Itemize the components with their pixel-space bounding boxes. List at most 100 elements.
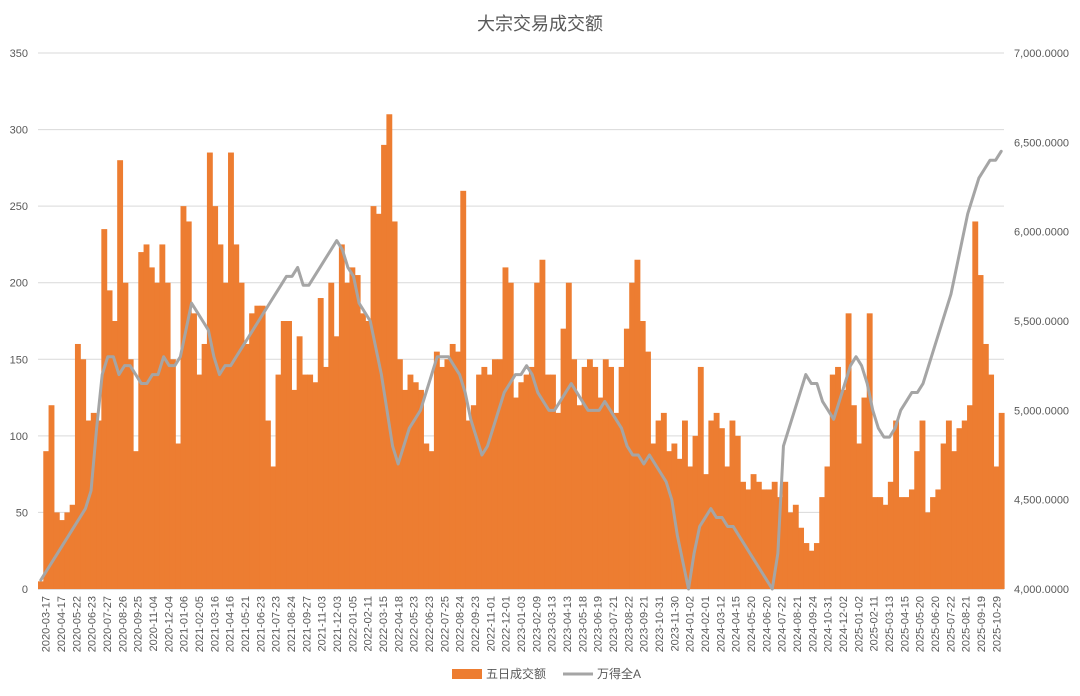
bar — [745, 489, 752, 589]
bar — [122, 282, 129, 589]
bar — [967, 405, 973, 589]
bar — [877, 497, 884, 589]
bar — [286, 321, 292, 589]
bar — [676, 458, 683, 589]
bar — [138, 252, 145, 589]
x-tick-label: 2023-08-22 — [623, 596, 635, 652]
bar — [713, 412, 720, 589]
bar — [872, 497, 878, 589]
bar — [344, 282, 351, 589]
bar — [90, 412, 97, 589]
bar — [185, 221, 192, 589]
left-tick-label: 50 — [16, 507, 28, 519]
bar — [940, 443, 947, 589]
bar — [708, 420, 715, 589]
bar — [439, 366, 446, 589]
bar — [893, 420, 900, 589]
right-axis-ticks: 4,000.0000 4,500.0000 5,000.0000 5,500.0000… — [1014, 48, 1069, 596]
bar — [370, 206, 377, 589]
right-tick-label: 5,500.0000 — [1014, 316, 1069, 328]
bar — [840, 389, 847, 589]
bar — [418, 389, 424, 589]
bar — [951, 451, 958, 589]
bar — [180, 206, 187, 589]
bar — [798, 527, 805, 589]
x-tick-label: 2024-02-01 — [700, 596, 712, 652]
bar — [539, 259, 546, 589]
x-tick-label: 2021-04-16 — [225, 596, 237, 652]
bar — [629, 282, 636, 589]
bar — [623, 328, 630, 589]
bar — [972, 221, 979, 589]
bar — [824, 466, 831, 589]
bar — [914, 451, 921, 589]
bar — [866, 313, 873, 589]
bar — [682, 420, 688, 589]
bar — [254, 305, 261, 589]
bar — [101, 229, 108, 590]
right-tick-label: 7,000.0000 — [1014, 48, 1069, 60]
x-tick-label: 2023-02-09 — [531, 596, 543, 652]
bar — [465, 420, 472, 589]
bar — [782, 481, 789, 589]
x-tick-label: 2023-10-31 — [654, 596, 666, 652]
bar — [592, 366, 599, 589]
x-tick-label: 2024-05-20 — [746, 596, 758, 652]
left-tick-label: 100 — [10, 431, 28, 443]
bar — [365, 321, 372, 589]
bar — [481, 366, 488, 589]
x-tick-label: 2023-06-19 — [593, 596, 605, 652]
bar — [96, 420, 102, 589]
bar — [982, 343, 989, 589]
bar — [455, 351, 461, 589]
bar — [502, 267, 509, 589]
bar — [755, 481, 762, 589]
x-tick-label: 2025-06-20 — [930, 596, 942, 652]
x-tick-label: 2021-06-23 — [255, 596, 267, 652]
x-tick-label: 2022-09-23 — [470, 596, 482, 652]
bar — [312, 382, 319, 589]
bar — [988, 374, 995, 589]
bar — [882, 504, 889, 589]
bar — [360, 313, 366, 589]
x-axis-ticks: 2020-03-17 2020-04-17 2020-05-22 2020-06-23… — [41, 596, 1004, 652]
bar — [534, 282, 541, 589]
bar — [692, 435, 699, 589]
x-tick-label: 2020-11-04 — [148, 596, 160, 651]
x-tick-label: 2022-12-01 — [501, 596, 513, 652]
left-tick-label: 0 — [22, 584, 28, 596]
line-path — [39, 149, 1003, 591]
bar — [908, 489, 915, 589]
bar — [898, 497, 905, 589]
bar — [930, 497, 936, 589]
bar — [571, 359, 578, 589]
bar — [597, 397, 604, 589]
bar — [660, 412, 667, 589]
x-tick-label: 2021-08-24 — [286, 596, 298, 652]
bar — [291, 389, 298, 589]
bar — [386, 114, 393, 589]
chart-title: 大宗交易成交额 — [477, 14, 603, 34]
x-tick-label: 2020-06-23 — [87, 596, 99, 652]
legend-label-line: 万得全A — [597, 666, 641, 681]
bar — [396, 359, 403, 589]
right-tick-label: 4,000.0000 — [1014, 584, 1069, 596]
left-tick-label: 200 — [10, 278, 28, 290]
x-tick-label: 2025-07-22 — [945, 596, 957, 652]
bar — [249, 313, 256, 589]
bar — [48, 405, 55, 589]
legend-swatch-bar — [452, 669, 482, 679]
bar — [191, 313, 197, 589]
x-tick-label: 2020-05-22 — [71, 596, 83, 652]
x-tick-label: 2023-05-18 — [577, 596, 589, 652]
bar — [470, 405, 477, 589]
bar — [228, 152, 234, 590]
bar — [513, 397, 519, 589]
bar — [829, 374, 836, 589]
left-axis-ticks: 0 50 100 150 200 250 300 350 — [10, 48, 28, 596]
bar — [586, 359, 593, 589]
bar — [777, 497, 783, 589]
x-tick-label: 2020-12-04 — [163, 596, 175, 652]
bar — [565, 282, 572, 589]
bar — [845, 313, 852, 589]
